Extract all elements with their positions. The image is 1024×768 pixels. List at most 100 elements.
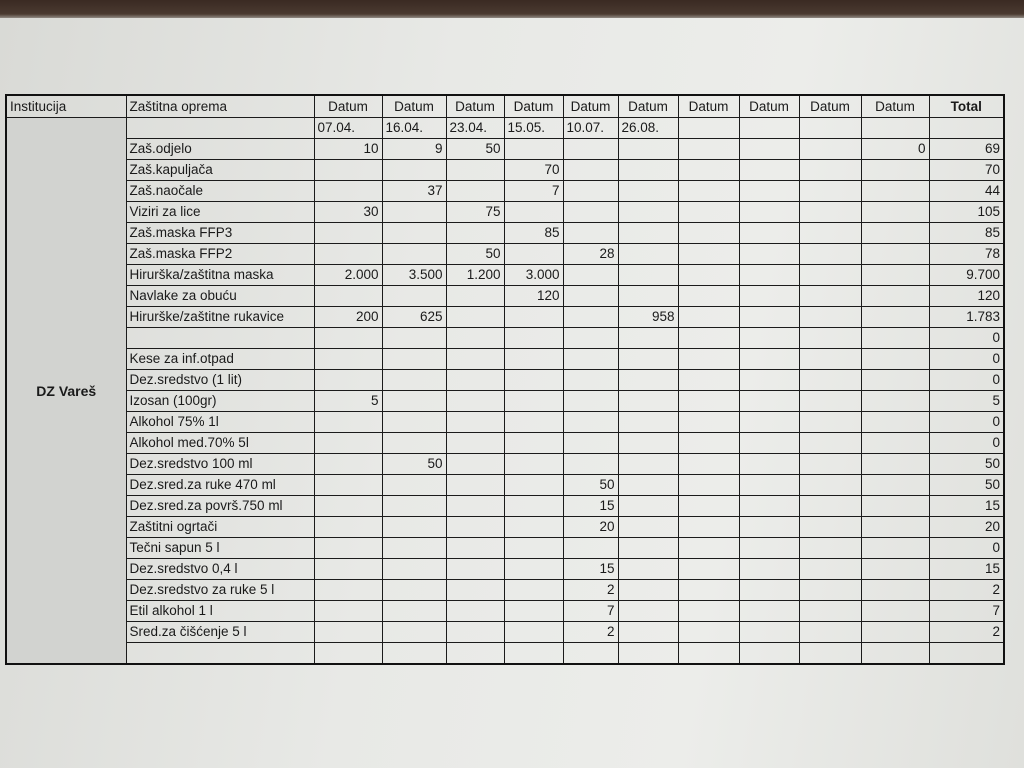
quantity-cell [313, 348, 383, 370]
quantity-cell [798, 558, 862, 580]
table-row: Zaš.naočale 37 7 44 [6, 180, 1005, 202]
quantity-cell: 50 [445, 243, 505, 265]
quantity-cell: 50 [562, 474, 619, 496]
quantity-cell [381, 243, 447, 265]
quantity-cell [562, 138, 619, 160]
date-column-header: Datum [617, 94, 679, 118]
quantity-cell [860, 159, 930, 181]
header-row: Institucija Zaštitna oprema Datum Datum Da… [5, 94, 1005, 118]
quantity-cell [738, 306, 800, 328]
quantity-cell [381, 474, 447, 496]
item-name: Viziri za lice [125, 201, 315, 223]
quantity-cell [738, 579, 800, 601]
quantity-cell [313, 474, 383, 496]
date-column-header: Datum [562, 94, 619, 118]
quantity-cell [860, 558, 930, 580]
table-row: Kese za inf.otpad 0 [6, 348, 1005, 370]
quantity-cell: 20 [562, 516, 619, 538]
item-name: Etil alkohol 1 l [125, 600, 315, 622]
quantity-cell [677, 306, 740, 328]
quantity-cell [313, 369, 383, 391]
quantity-cell [445, 222, 505, 244]
quantity-cell [798, 348, 862, 370]
quantity-cell [562, 411, 619, 433]
item-name: Zaš.naočale [125, 180, 315, 202]
item-name: Hirurška/zaštitna maska [125, 264, 315, 286]
table-row: 0 [6, 327, 1005, 349]
item-name: Dez.sred.za površ.750 ml [125, 495, 315, 517]
date-cell: 23.04. [445, 117, 505, 139]
quantity-cell [738, 264, 800, 286]
quantity-cell [677, 159, 740, 181]
date-column-header: Datum [860, 94, 930, 118]
table-row: Alkohol med.70% 5l 0 [6, 432, 1005, 454]
total-cell [928, 642, 1005, 665]
quantity-cell: 28 [562, 243, 619, 265]
date-cell: 15.05. [503, 117, 564, 139]
quantity-cell [798, 432, 862, 454]
table-row: Zaš.odjelo 10 9 50 0 69 [6, 138, 1005, 160]
item-name: Zaš.maska FFP3 [125, 222, 315, 244]
quantity-cell [738, 201, 800, 223]
quantity-cell: 3.000 [503, 264, 564, 286]
quantity-cell [313, 600, 383, 622]
quantity-cell: 37 [381, 180, 447, 202]
quantity-cell [445, 285, 505, 307]
quantity-cell [562, 222, 619, 244]
quantity-cell [445, 411, 505, 433]
quantity-cell [562, 201, 619, 223]
quantity-cell [617, 348, 679, 370]
quantity-cell [798, 138, 862, 160]
item-name: Sred.za čišćenje 5 l [125, 621, 315, 643]
quantity-cell [677, 138, 740, 160]
quantity-cell [738, 474, 800, 496]
quantity-cell [503, 243, 564, 265]
quantity-cell [798, 285, 862, 307]
quantity-cell [445, 327, 505, 349]
total-cell: 50 [928, 453, 1005, 475]
quantity-cell [798, 264, 862, 286]
quantity-cell [677, 390, 740, 412]
total-cell: 0 [928, 537, 1005, 559]
total-cell: 0 [928, 432, 1005, 454]
quantity-cell [860, 432, 930, 454]
table-row: Dez.sredstvo za ruke 5 l 2 2 [6, 579, 1005, 601]
quantity-cell [445, 516, 505, 538]
date-cell: 16.04. [381, 117, 447, 139]
quantity-cell [503, 621, 564, 643]
quantity-cell [860, 264, 930, 286]
quantity-cell [562, 390, 619, 412]
quantity-cell [677, 495, 740, 517]
quantity-cell [798, 306, 862, 328]
quantity-cell [617, 453, 679, 475]
quantity-cell: 1.200 [445, 264, 505, 286]
quantity-cell [503, 138, 564, 160]
quantity-cell [313, 621, 383, 643]
item-name: Tečni sapun 5 l [125, 537, 315, 559]
quantity-cell [798, 474, 862, 496]
quantity-cell [562, 369, 619, 391]
quantity-cell [738, 432, 800, 454]
date-cell [677, 117, 740, 139]
quantity-cell [677, 285, 740, 307]
quantity-cell: 120 [503, 285, 564, 307]
quantity-cell [798, 453, 862, 475]
quantity-cell [677, 180, 740, 202]
quantity-cell [738, 222, 800, 244]
quantity-cell [738, 369, 800, 391]
total-cell: 9.700 [928, 264, 1005, 286]
quantity-cell: 5 [313, 390, 383, 412]
table-row: Dez.sredstvo 100 ml 50 50 [6, 453, 1005, 475]
quantity-cell [798, 327, 862, 349]
date-column-header: Datum [738, 94, 800, 118]
total-cell: 50 [928, 474, 1005, 496]
quantity-cell [617, 411, 679, 433]
item-name: Dez.sredstvo 0,4 l [125, 558, 315, 580]
quantity-cell: 15 [562, 495, 619, 517]
quantity-cell [313, 243, 383, 265]
quantity-cell [738, 348, 800, 370]
quantity-cell [798, 579, 862, 601]
total-cell: 1.783 [928, 306, 1005, 328]
total-cell: 2 [928, 621, 1005, 643]
quantity-cell [738, 642, 800, 665]
